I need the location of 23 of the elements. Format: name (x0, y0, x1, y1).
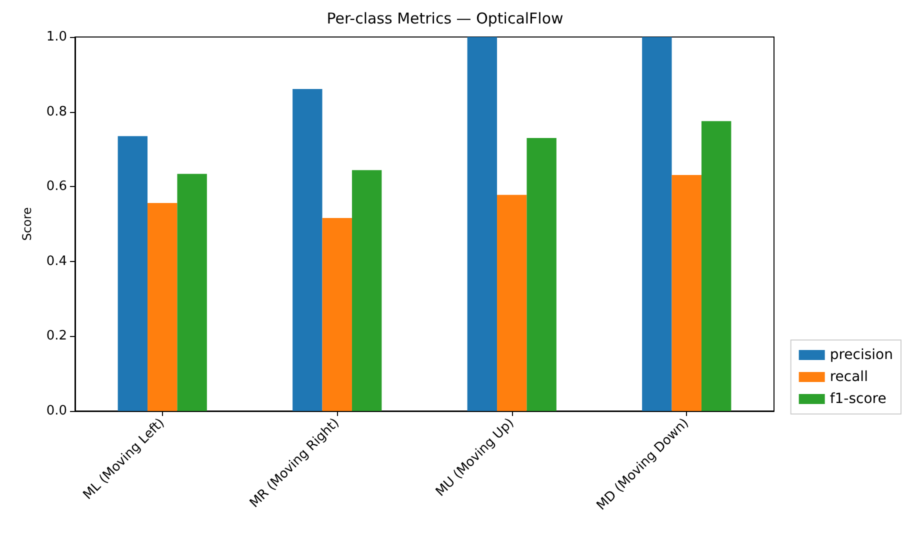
bar (148, 203, 178, 411)
bar (467, 37, 498, 411)
chart-title: Per-class Metrics — OpticalFlow (326, 10, 564, 28)
y-tick-label: 0.8 (46, 104, 67, 120)
bar (118, 136, 148, 411)
bar (672, 175, 702, 411)
bar (701, 121, 732, 411)
y-tick-label: 0.0 (46, 404, 67, 418)
bar (292, 88, 322, 411)
bar (497, 194, 527, 411)
bar (642, 37, 672, 411)
y-axis-title: Score (20, 207, 34, 241)
legend-label: recall (830, 369, 868, 385)
y-tick-label: 0.6 (46, 179, 67, 194)
legend-label: f1-score (830, 391, 886, 407)
y-tick-label: 0.2 (46, 328, 67, 344)
y-tick-label: 0.4 (46, 254, 67, 269)
y-tick-label: 1.0 (46, 30, 67, 44)
bar (526, 138, 556, 411)
bar (352, 170, 382, 411)
legend-label: precision (830, 347, 894, 363)
bar (177, 174, 207, 411)
bar (322, 218, 352, 411)
